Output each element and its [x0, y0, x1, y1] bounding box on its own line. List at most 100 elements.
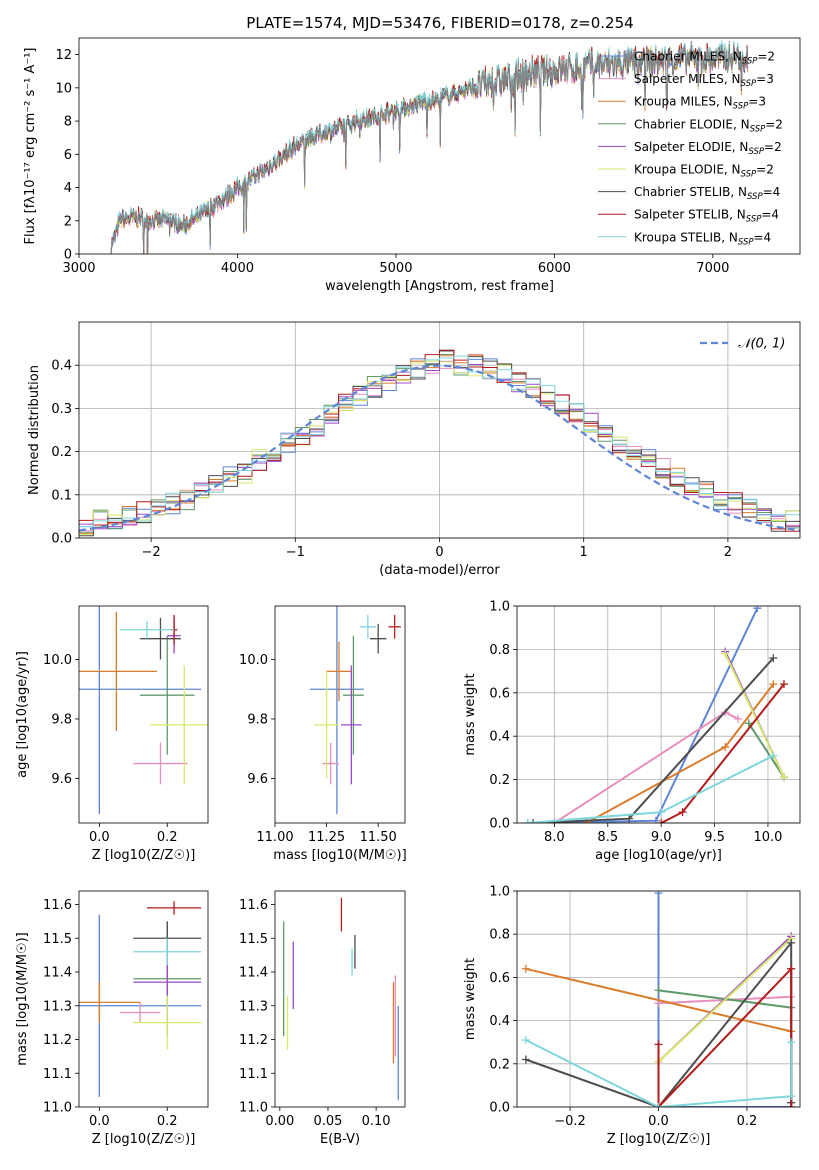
panel-2: −2 −1 0 1 2 0.0 0.1 0.2 0.3 0.4 (data-model)/error…: [27, 321, 801, 578]
x-axis-title: Z [log10(Z/Z☉)]: [92, 848, 196, 863]
errorbar-point: [133, 995, 202, 1050]
weight-marker: [721, 743, 730, 752]
x-tick-label: 1: [580, 545, 588, 560]
errorbar-point: [79, 606, 202, 815]
errorbar-point: [133, 742, 188, 785]
y-tick-label: 0.0: [489, 817, 510, 832]
y-tick-label: 0.2: [51, 445, 72, 460]
y-tick-label: 11.1: [43, 1067, 72, 1082]
x-tick-label: 8.5: [597, 830, 618, 845]
axes-frame: [274, 605, 406, 824]
x-tick-label: 0.05: [313, 1114, 342, 1129]
weight-line: [657, 966, 793, 1107]
plot-area: [523, 606, 788, 823]
y-tick-label: 11.0: [43, 1101, 72, 1116]
weight-marker: [523, 819, 532, 823]
y-tick-label: 0.8: [489, 643, 510, 658]
weight-marker: [734, 714, 743, 723]
legend-label: 𝒩(0, 1): [738, 337, 785, 352]
weight-marker: [521, 1055, 530, 1064]
weight-marker: [651, 816, 660, 823]
weight-marker: [654, 891, 663, 898]
axes-frame: [516, 890, 801, 1108]
x-axis-title: wavelength [Angstrom, rest frame]: [325, 279, 554, 294]
axes-frame: [78, 37, 801, 255]
weight-marker: [787, 1092, 796, 1101]
weight-line: [525, 1039, 793, 1107]
x-tick-label: 0.2: [157, 1114, 178, 1129]
weight-marker: [769, 654, 778, 663]
x-tick-label: −0.2: [554, 1114, 586, 1129]
errorbar-point: [79, 982, 141, 1023]
y-tick-label: 11.1: [239, 1067, 268, 1082]
legend-label: Kroupa MILES, NSSP=3: [634, 95, 766, 112]
panel-3: 0.0 0.2 9.6 9.8 10.0 Z [log10(Z/Z☉)] age [log1…: [15, 605, 209, 863]
x-tick-label: 0.0: [89, 1114, 110, 1129]
axes-frame: [78, 890, 209, 1108]
y-tick-label: 0.2: [489, 773, 510, 788]
y-tick-label: 12: [55, 48, 72, 63]
plot-area: [79, 349, 800, 538]
weight-marker: [779, 680, 788, 689]
y-tick-label: 0.1: [51, 488, 72, 503]
legend-label: Salpeter ELODIE, NSSP=2: [634, 140, 782, 157]
y-tick-label: 11.0: [239, 1101, 268, 1116]
errorbar-point: [326, 641, 352, 702]
y-tick-label: 9.6: [51, 772, 72, 787]
x-tick-label: 2: [724, 545, 732, 560]
y-tick-label: 0.4: [489, 730, 510, 745]
x-tick-label: 9.5: [704, 830, 725, 845]
weight-marker: [654, 1103, 663, 1107]
y-axis-title: mass weight: [463, 673, 478, 755]
x-tick-label: 0.10: [362, 1114, 391, 1129]
errorbar-point: [322, 742, 339, 785]
errorbar-point: [119, 620, 175, 639]
plot-area: [283, 897, 399, 1101]
y-axis-title: mass weight: [463, 958, 478, 1040]
weight-marker: [657, 808, 666, 817]
weight-marker: [654, 986, 663, 995]
weight-marker: [529, 819, 538, 823]
weight-marker: [769, 680, 778, 689]
y-tick-label: 11.6: [43, 898, 72, 913]
legend-label: Kroupa ELODIE, NSSP=2: [634, 163, 774, 180]
panel-6: 0.0 0.2 11.0 11.1 11.2 11.3 11.4 11.5 11.6 Z [log…: [15, 890, 209, 1147]
errorbar-point: [369, 623, 387, 654]
plot-area: [79, 606, 208, 815]
x-tick-label: 10.0: [753, 830, 782, 845]
weight-marker: [521, 964, 530, 973]
panel-7: 0.00 0.05 0.10 11.0 11.1 11.2 11.3 11.4 11.5 11.6…: [239, 890, 406, 1147]
y-tick-label: 11.5: [239, 932, 268, 947]
weight-marker: [753, 606, 762, 613]
weight-marker: [787, 964, 796, 973]
axes-frame: [78, 321, 801, 539]
y-tick-label: 0.3: [51, 402, 72, 417]
x-axis-title: Z [log10(Z/Z☉)]: [92, 1132, 196, 1147]
x-tick-label: 0.0: [89, 830, 110, 845]
weight-marker: [787, 938, 796, 947]
legend: Chabrier MILES, NSSP=2 Salpeter MILES, NS…: [598, 50, 783, 247]
y-tick-label: 10.0: [43, 653, 72, 668]
x-tick-label: 3000: [62, 261, 95, 276]
weight-line: [747, 722, 785, 778]
x-tick-label: 5000: [379, 261, 412, 276]
panel-4: 11.00 11.25 11.50 9.6 9.8 10.0 mass [log10(M/M…: [239, 605, 407, 863]
errorbar-point: [140, 617, 181, 660]
y-tick-label: 9.6: [247, 772, 268, 787]
y-tick-label: 11.4: [239, 966, 268, 981]
errorbar-point: [79, 914, 202, 1097]
weight-marker: [744, 719, 753, 728]
x-tick-label: 4000: [221, 261, 254, 276]
x-tick-label: 0.0: [648, 1114, 669, 1129]
errorbar-point: [314, 671, 339, 779]
y-tick-label: 1.0: [489, 600, 510, 615]
x-axis-title: age [log10(age/yr)]: [595, 848, 722, 863]
y-axis-title: age [log10(age/yr)]: [15, 651, 30, 778]
weight-marker: [721, 649, 730, 658]
y-tick-label: 9.8: [247, 712, 268, 727]
errorbar-point: [150, 665, 208, 785]
panel-5: 8.0 8.5 9.0 9.5 10.0 0.0 0.2 0.4 0.6 0.8 1.0 age [l…: [463, 600, 801, 863]
x-tick-label: 0.00: [265, 1114, 294, 1129]
y-axis-title: Normed distribution: [27, 365, 42, 495]
